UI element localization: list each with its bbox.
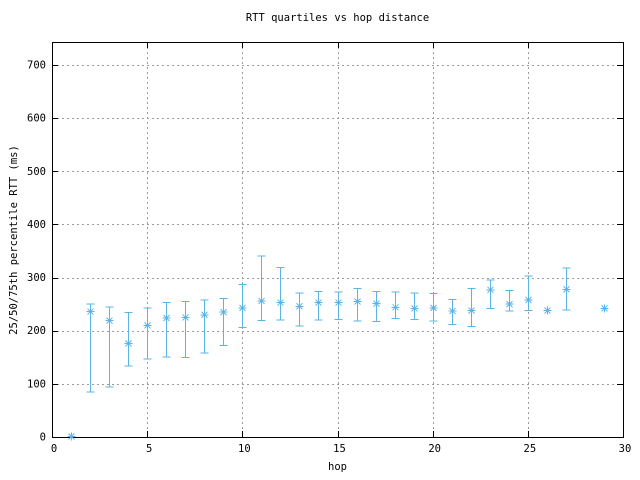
- y-tick-label-300: 300: [27, 272, 46, 284]
- x-tick-label-30: 30: [619, 443, 632, 455]
- y-axis-label: 25/50/75th percentile RTT (ms): [8, 145, 20, 335]
- median-marker-d2: [220, 308, 227, 316]
- median-marker-d2: [563, 285, 570, 293]
- median-marker-d2: [430, 304, 437, 312]
- median-marker-d2: [277, 299, 284, 306]
- data-point-hop-4: [124, 312, 133, 367]
- median-marker-d2: [144, 322, 151, 329]
- median-marker-d2: [487, 286, 494, 294]
- data-point-hop-20: [429, 293, 438, 322]
- data-point-hop-6: [162, 302, 171, 358]
- data-point-hop-18: [391, 291, 400, 319]
- y-tick-label-500: 500: [27, 166, 46, 178]
- data-point-hop-23: [486, 279, 495, 309]
- x-tick-label-5: 5: [146, 443, 152, 455]
- median-marker-d2: [449, 307, 456, 315]
- median-marker-d2: [68, 433, 75, 440]
- data-point-hop-8: [200, 299, 209, 354]
- data-point-hop-19: [410, 292, 419, 321]
- data-point-hop-24: [505, 289, 514, 312]
- data-point-hop-26: [543, 306, 552, 315]
- median-marker-d2: [106, 317, 113, 324]
- y-tick-label-100: 100: [27, 378, 46, 390]
- data-point-hop-15: [334, 291, 343, 321]
- chart-title: RTT quartiles vs hop distance: [245, 12, 430, 24]
- data-point-hop-17: [372, 290, 381, 323]
- median-marker-d2: [125, 340, 132, 347]
- median-marker-d2: [201, 311, 208, 319]
- median-marker-d2: [373, 300, 380, 307]
- median-marker-d2: [182, 314, 189, 321]
- data-point-hop-27: [562, 267, 571, 311]
- y-tick-label-700: 700: [27, 60, 46, 72]
- median-marker-d2: [506, 300, 513, 308]
- data-point-hop-2: [86, 303, 95, 393]
- data-point-hop-22: [467, 288, 476, 327]
- x-tick-label-0: 0: [51, 443, 57, 455]
- data-point-hop-12: [276, 266, 285, 321]
- median-marker-d2: [87, 308, 94, 315]
- median-marker-d2: [239, 304, 246, 312]
- y-tick-label-200: 200: [27, 325, 46, 337]
- median-marker-d2: [163, 314, 170, 322]
- median-marker-d2: [468, 307, 475, 314]
- x-tick-label-20: 20: [428, 443, 441, 455]
- median-marker-d2: [258, 297, 265, 305]
- data-point-hop-3: [105, 306, 114, 388]
- median-marker-d2: [354, 298, 361, 305]
- median-marker-d2: [411, 305, 418, 312]
- median-marker-d2: [544, 307, 551, 314]
- median-marker-d2: [525, 296, 532, 304]
- data-point-hop-10: [238, 283, 247, 329]
- x-tick-label-15: 15: [333, 443, 346, 455]
- median-marker-d2: [601, 305, 608, 312]
- data-point-hop-16: [353, 288, 362, 322]
- y-tick-label-400: 400: [27, 219, 46, 231]
- data-point-hop-21: [448, 298, 457, 325]
- median-marker-d2: [335, 299, 342, 306]
- y-tick-label-0: 0: [40, 432, 46, 444]
- x-tick-label-10: 10: [238, 443, 251, 455]
- data-point-hop-11: [257, 255, 266, 322]
- data-point-hop-7: [181, 300, 190, 358]
- data-point-hop-25: [524, 275, 533, 312]
- data-point-hop-5: [143, 307, 152, 360]
- data-point-hop-14: [314, 290, 323, 321]
- data-point-hop-1: [67, 432, 76, 441]
- median-marker-d2: [392, 303, 399, 311]
- median-marker-d2: [315, 299, 322, 306]
- data-point-hop-29: [600, 304, 609, 313]
- data-point-hop-9: [219, 297, 228, 347]
- y-tick-label-600: 600: [27, 113, 46, 125]
- x-axis-label: hop: [328, 461, 347, 473]
- median-marker-d2: [296, 302, 303, 310]
- x-tick-label-25: 25: [524, 443, 537, 455]
- data-point-hop-13: [295, 292, 304, 327]
